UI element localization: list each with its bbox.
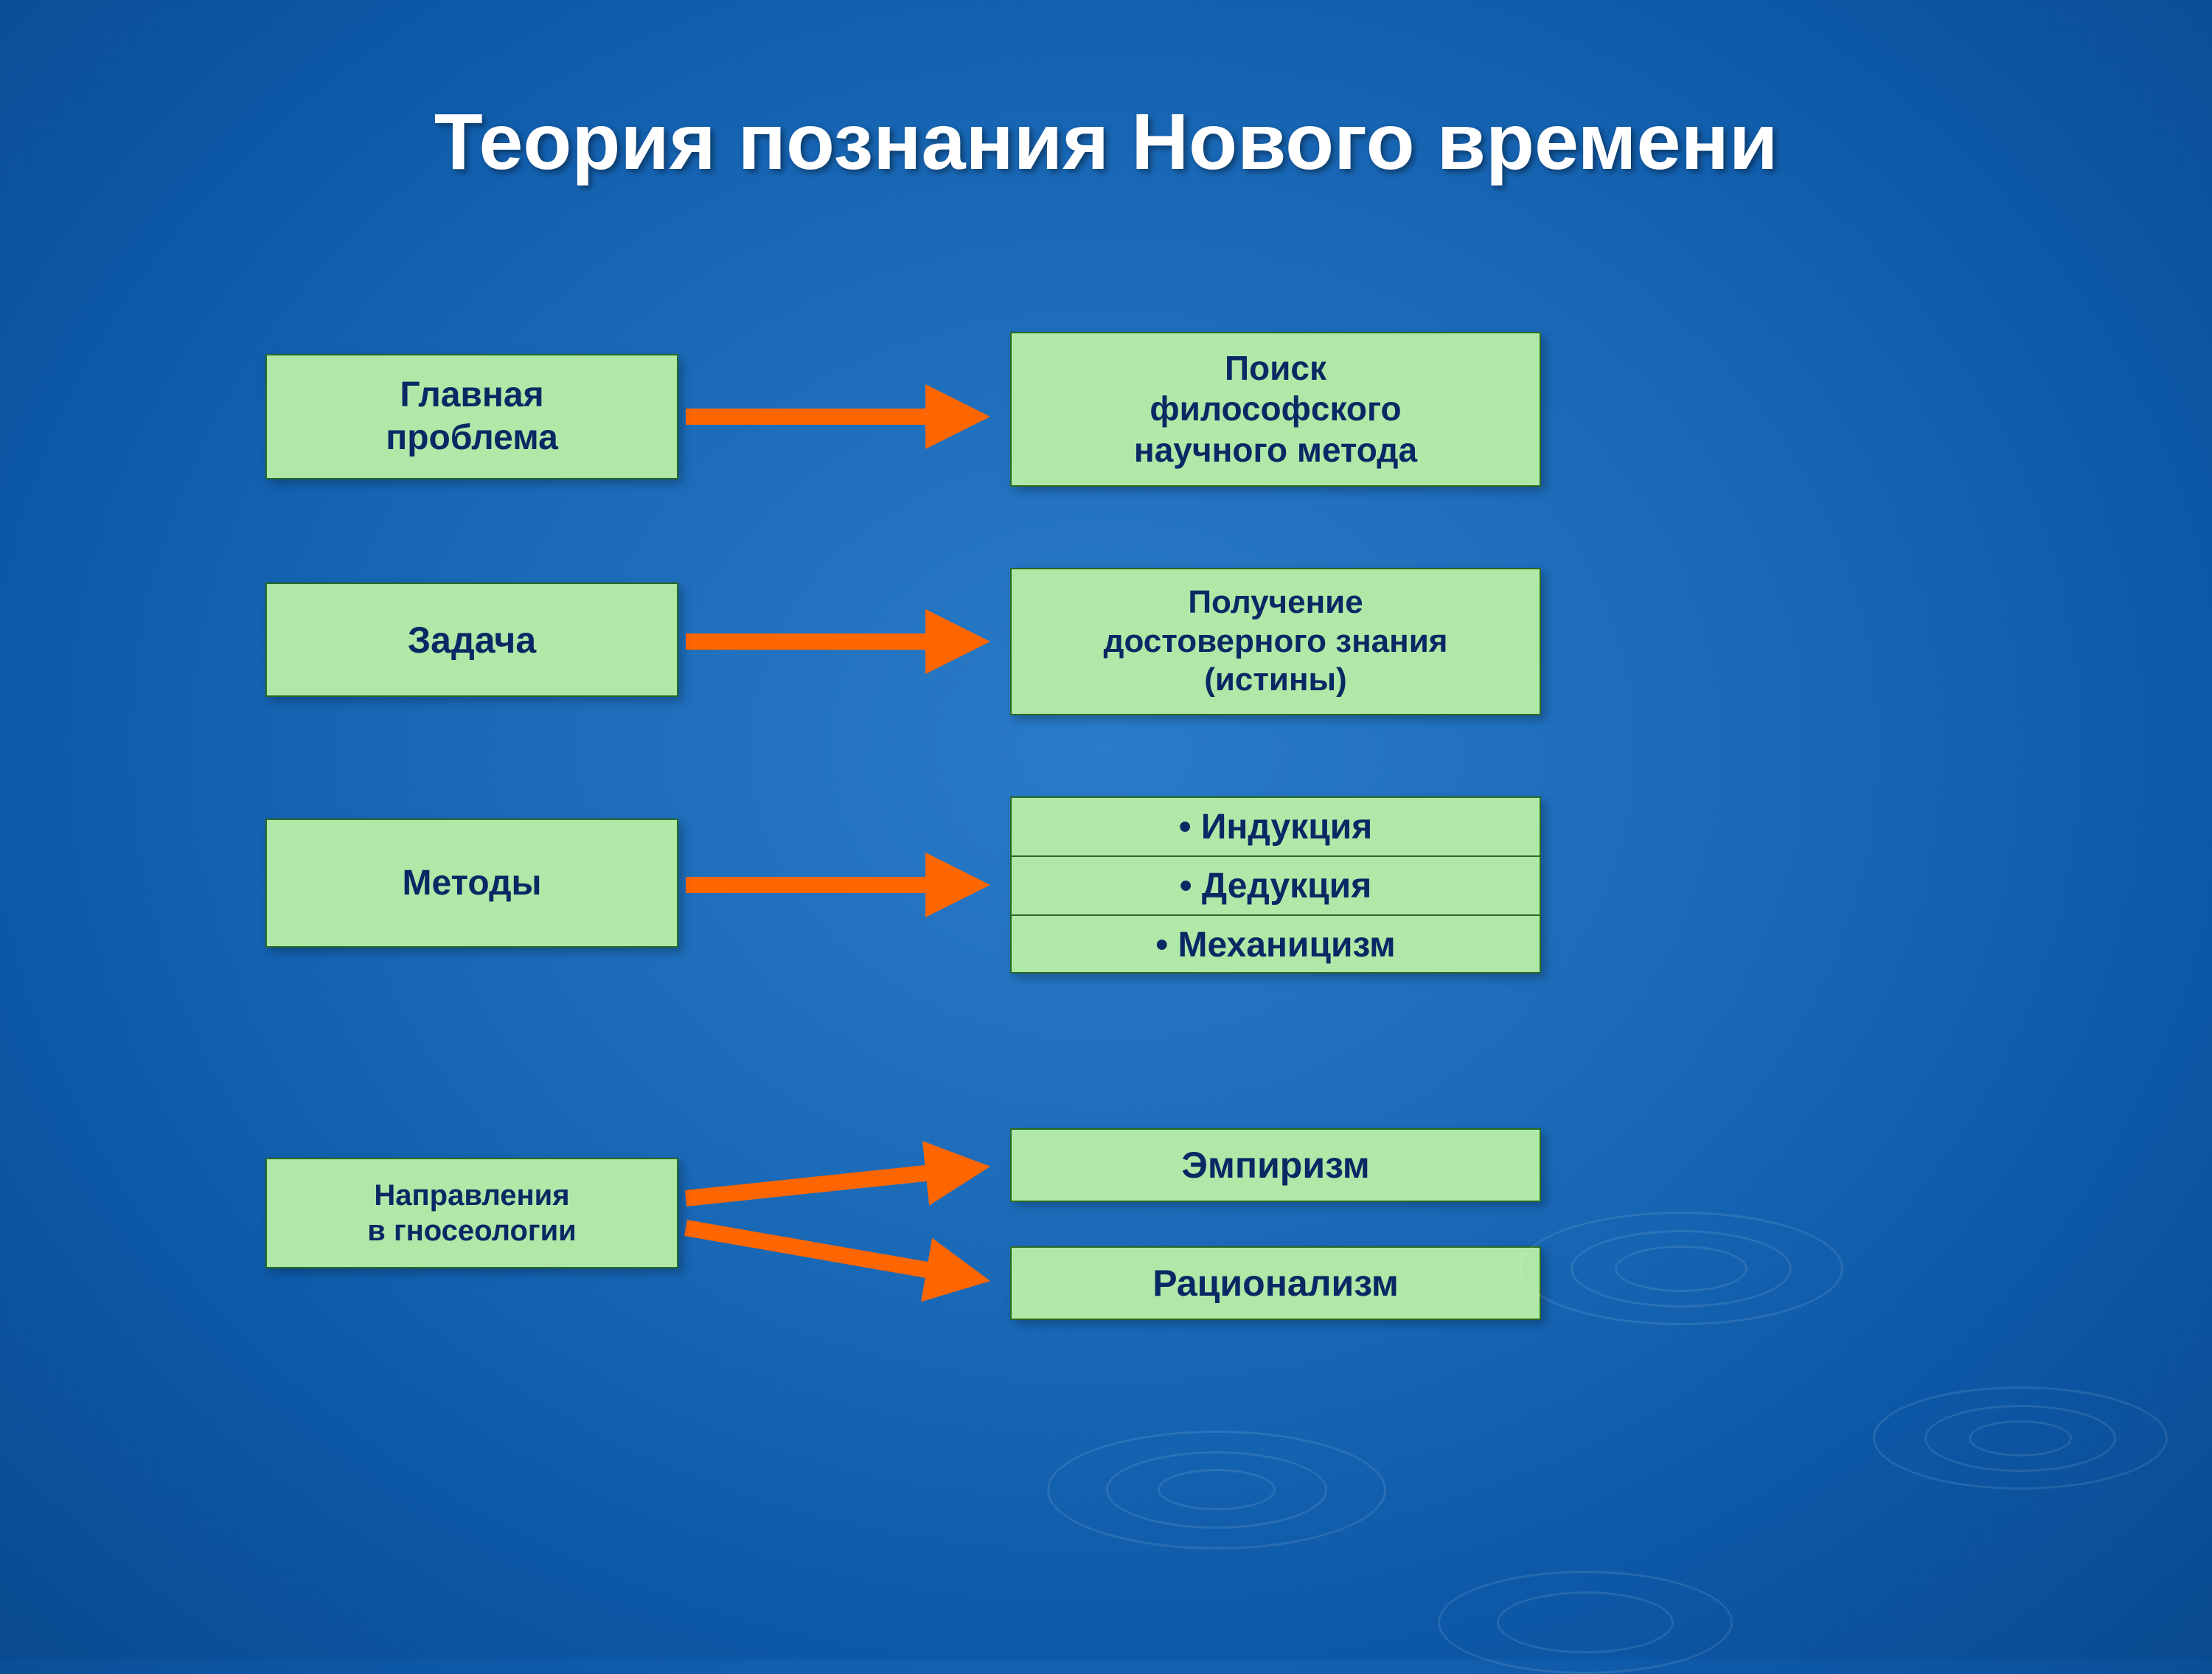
- left-box-main-problem: Главная проблема: [265, 354, 678, 479]
- arrow: [686, 1169, 966, 1198]
- methods-list-item: • Дедукция: [1012, 857, 1540, 916]
- methods-list: • Индукция• Дедукция• Механицизм: [1010, 796, 1541, 973]
- left-box-methods: Методы: [265, 819, 678, 948]
- right-box-empiricism: Эмпиризм: [1010, 1128, 1541, 1202]
- arrow: [686, 1228, 967, 1277]
- right-box-rationalism: Рационализм: [1010, 1246, 1541, 1320]
- left-box-directions: Направления в гносеологии: [265, 1158, 678, 1268]
- right-box-search-method: Поиск философского научного метода: [1010, 332, 1541, 487]
- methods-list-item: • Механицизм: [1012, 916, 1540, 975]
- methods-list-item: • Индукция: [1012, 798, 1540, 857]
- right-box-true-knowledge: Получение достоверного знания (истины): [1010, 568, 1541, 715]
- left-box-task: Задача: [265, 583, 678, 697]
